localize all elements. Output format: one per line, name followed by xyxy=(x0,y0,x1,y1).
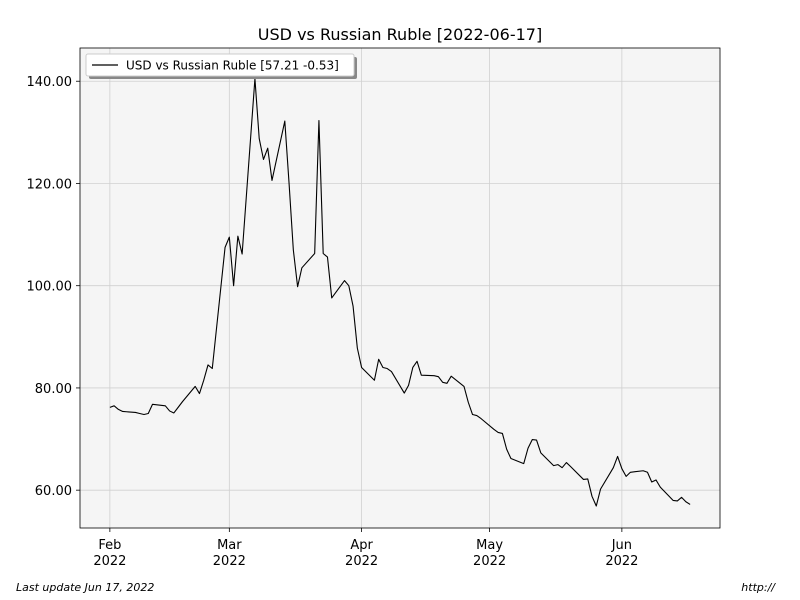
y-tick-label: 140.00 xyxy=(27,75,73,90)
plot-area xyxy=(80,48,720,528)
legend-label: USD vs Russian Ruble [57.21 -0.53] xyxy=(126,59,339,73)
footer-left: Last update Jun 17, 2022 xyxy=(16,581,154,594)
y-tick-label: 100.00 xyxy=(27,280,73,295)
series-line xyxy=(109,78,691,507)
legend-box xyxy=(85,53,355,77)
x-tick-label: May 2022 xyxy=(473,538,506,569)
plot-frame xyxy=(79,47,721,529)
chart-title: USD vs Russian Ruble [2022-06-17] xyxy=(258,25,542,44)
grid xyxy=(80,48,720,528)
y-tick-label: 120.00 xyxy=(27,177,73,192)
x-tick-label: Mar 2022 xyxy=(213,538,246,569)
y-tick-label: 80.00 xyxy=(35,382,72,397)
y-tick-label: 60.00 xyxy=(35,484,72,499)
x-tick-label: Jun 2022 xyxy=(605,538,638,569)
footer-right: http:// xyxy=(741,581,776,594)
x-tick-label: Feb 2022 xyxy=(93,538,126,569)
x-tick-label: Apr 2022 xyxy=(345,538,378,569)
